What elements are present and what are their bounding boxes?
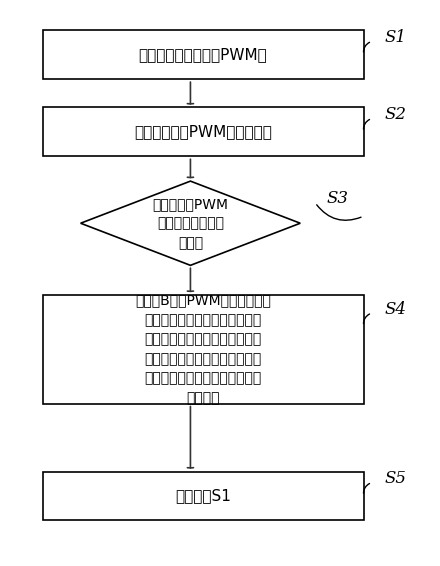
Text: S2: S2 [385,106,407,123]
Text: 执行步骤S1: 执行步骤S1 [175,488,231,504]
Bar [43,471,363,521]
Text: 实时获取直流电机的PWM值: 实时获取直流电机的PWM值 [139,48,268,62]
Bar [43,108,363,156]
Bar [43,31,363,79]
Text: 判断获取的PWM
值的数量是否达到
预设值: 判断获取的PWM 值的数量是否达到 预设值 [152,197,228,250]
Text: 将获取的所有PWM值进行存储: 将获取的所有PWM值进行存储 [134,125,272,139]
Text: S3: S3 [326,190,348,207]
Polygon shape [81,181,300,265]
Text: S1: S1 [385,29,407,46]
Text: S5: S5 [385,470,407,487]
Text: 将步骤B中的PWM值得出结果数
值，所述结果数值与设定的阈值
进行比较，判断比较结果是否符
合规定，若符合规定、那么直流
电机正常运行，否则、直流电机
停止转动: 将步骤B中的PWM值得出结果数 值，所述结果数值与设定的阈值 进行比较，判断比较… [135,294,271,405]
Text: S4: S4 [385,301,407,318]
Bar [43,295,363,404]
